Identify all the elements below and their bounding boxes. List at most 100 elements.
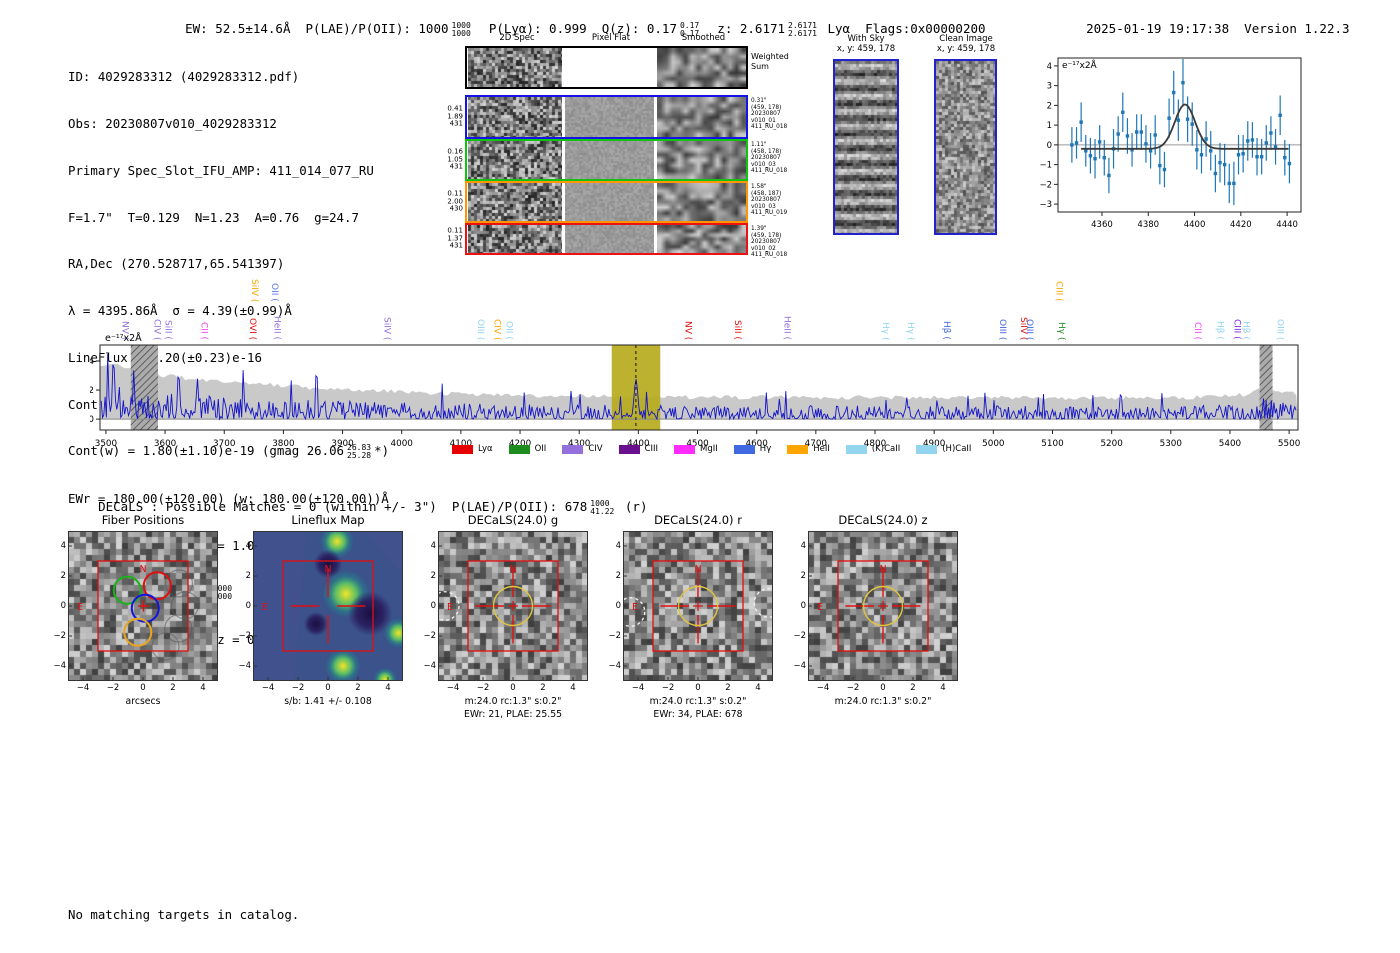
ghost-fiber-circle <box>164 569 194 598</box>
x-tick-label: 4100 <box>450 439 473 449</box>
extraction-box <box>652 560 744 652</box>
x-tick-label: 2 <box>355 683 361 693</box>
legend-label: CIII <box>644 444 659 454</box>
spec2d-column-title: Pixel Flat <box>591 33 631 43</box>
spec2d-column-title: Smoothed <box>681 33 726 43</box>
data-point <box>1158 163 1162 168</box>
y-tick-label: −2 <box>608 631 621 641</box>
cutout-xlabel: arcsecs <box>125 696 161 707</box>
pixel-flat-image <box>565 97 654 137</box>
y-tick-label: 4 <box>1047 62 1052 72</box>
x-tick-label: 4 <box>570 683 576 693</box>
x-tick-label: 5400 <box>1219 439 1242 449</box>
data-point <box>1213 171 1218 176</box>
x-tick-label: 4440 <box>1276 220 1298 230</box>
cutout-caption: EWr: 34, PLAE: 678 <box>653 709 743 720</box>
x-tick-label: 4 <box>755 683 761 693</box>
catalog-object-circle <box>623 597 646 627</box>
legend-label: OII <box>534 444 547 454</box>
data-point <box>1259 155 1264 159</box>
emission-line-label: Hγ ( <box>880 321 891 340</box>
header-summary-line: EW: 52.5±14.6Å P(LAE)/P(OII): 1000 1000 10… <box>155 6 986 53</box>
x-tick-label: 2 <box>540 683 546 693</box>
emission-line-label: CIII ( <box>1231 319 1242 340</box>
data-point <box>1199 153 1204 157</box>
y-tick-label: 0 <box>245 601 251 611</box>
pixel-flat-image <box>565 183 654 221</box>
emission-line-label: SiIV ( <box>249 278 259 302</box>
catalog-object-circle <box>438 591 460 621</box>
legend-swatch <box>674 444 696 454</box>
x-tick-label: 4 <box>940 683 946 693</box>
x-tick-label: 4 <box>200 683 206 693</box>
legend-swatch <box>787 444 809 454</box>
x-tick-label: −2 <box>476 683 490 693</box>
emission-line-label: HeII ( <box>271 316 282 340</box>
legend-item: MgII <box>674 444 718 454</box>
cutout-plot: NE <box>623 531 773 681</box>
legend-label: (H)CaII <box>942 444 972 454</box>
x-tick-label: 4500 <box>686 439 709 449</box>
data-point <box>1172 90 1176 95</box>
lineflux-map-image <box>253 531 403 681</box>
emission-line-label: CIV ( <box>491 318 502 340</box>
data-point <box>1074 141 1079 145</box>
data-point <box>1097 140 1102 144</box>
spec2d-row-left-labels: 0.16 1.05 431 <box>447 147 463 171</box>
spec2d-image <box>468 48 562 87</box>
header-flags: Lyα Flags:0x00000200 <box>819 21 986 36</box>
x-tick-label: 2 <box>910 683 916 693</box>
data-point <box>1084 149 1088 153</box>
data-point <box>1102 156 1106 160</box>
y-tick-label: 4 <box>60 541 66 551</box>
spec2d-row-right-labels: 1.39" (459, 178) 20230807 v010_02 411_RU_018 <box>751 226 788 259</box>
z-fraction: 2.6171 2.6171 <box>788 20 817 38</box>
clean-noise-image <box>936 61 995 233</box>
masked-band <box>130 345 158 430</box>
legend-swatch <box>618 444 640 454</box>
info-id: ID: 4029283312 (4029283312.pdf) <box>68 69 300 85</box>
data-point <box>1195 148 1199 152</box>
legend-item: (H)CaII <box>916 444 971 454</box>
data-point <box>1232 181 1236 186</box>
cutout-plot: NE <box>808 531 958 681</box>
data-point <box>1079 120 1083 124</box>
data-point <box>1176 118 1181 122</box>
spec2d-row: 0.16 1.05 431 1.11" (458, 178) 20230807 v010_0… <box>447 139 787 181</box>
y-tick-label: 2 <box>615 571 621 581</box>
clean-image <box>934 59 997 235</box>
y-tick-label: 3 <box>1047 82 1052 92</box>
data-point <box>1255 155 1259 159</box>
legend-item: (K)CaII <box>845 444 900 454</box>
x-tick-label: 0 <box>510 683 516 693</box>
data-point <box>1144 142 1148 146</box>
emission-line-label: OIII ( <box>996 318 1007 340</box>
emission-line-label: Hβ ( <box>941 321 952 340</box>
aperture-circle <box>492 585 534 627</box>
x-tick-label: 4380 <box>1137 220 1159 230</box>
emission-line-label: SiII ( <box>731 320 742 340</box>
info-cont-w: Cont(w) = 1.80(±1.10)e-19 (gmag 26.06 26.… <box>68 442 390 460</box>
data-point <box>1209 149 1213 153</box>
line-fit-plot: 4360 4380 4400 4420 4440 −3 −2 −1 0 1 2 3 4 e⁻¹⁷x2Å <box>1040 57 1302 230</box>
full-spectrum-plot: 3500 3600 3700 3800 3900 4000 4100 4200 4300 4400… <box>90 344 1301 449</box>
gaussian-fit-curve <box>1081 103 1289 150</box>
y-tick-label: 4 <box>430 541 436 551</box>
fiber-circle <box>130 593 160 623</box>
y-tick-label: 2 <box>90 386 94 396</box>
legend-item: CIII <box>618 444 659 454</box>
x-tick-label: 4000 <box>391 439 414 449</box>
legend-label: CIV <box>588 444 603 454</box>
x-tick-label: −4 <box>446 683 460 693</box>
data-point <box>1070 143 1074 147</box>
spec2d-image <box>468 225 562 253</box>
data-point <box>1107 173 1111 178</box>
emission-line-label: CIII ( <box>1053 281 1064 302</box>
spec2d-row: 0.11 2.00 430 1.58" (458, 187) 20230807 v010_0… <box>447 181 787 223</box>
data-point <box>1162 167 1167 172</box>
x-tick-label: 2 <box>170 683 176 693</box>
x-tick-label: 4800 <box>864 439 887 449</box>
x-tick-label: 0 <box>140 683 146 693</box>
cutout-overlay: NE <box>623 531 773 681</box>
